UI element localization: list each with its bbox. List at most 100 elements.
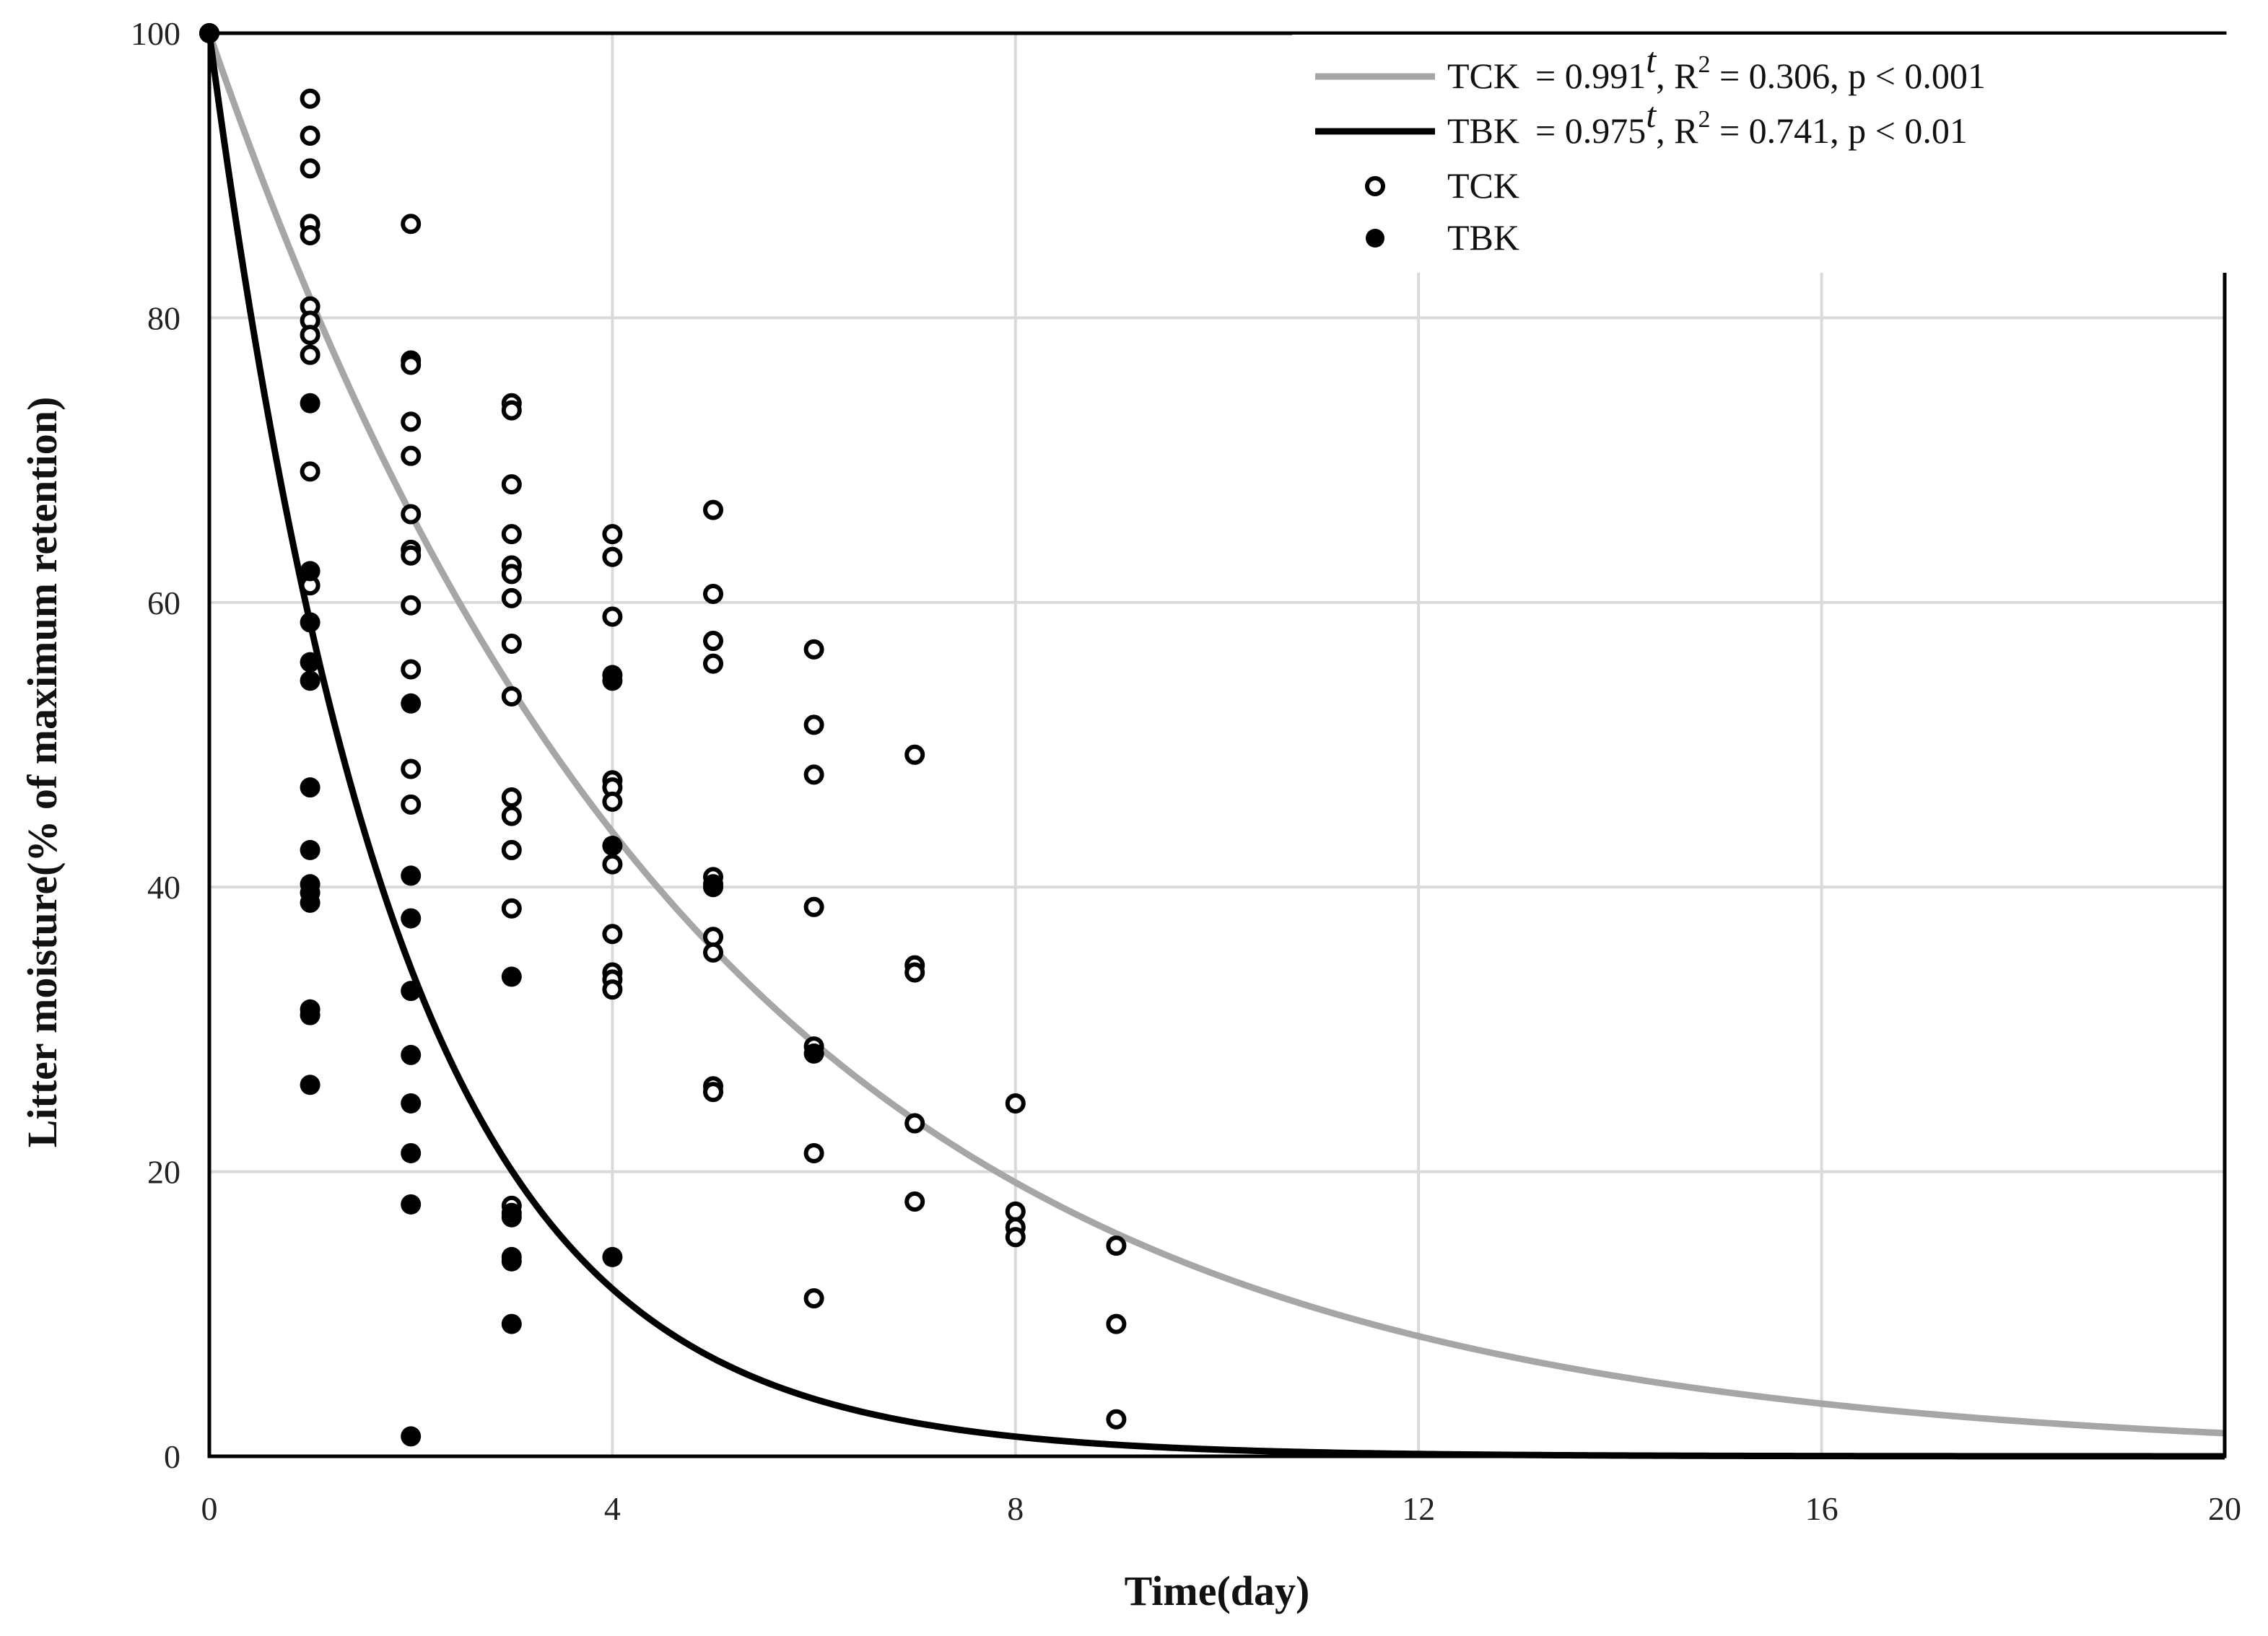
tck-point — [501, 805, 522, 826]
y-tick-label: 20 — [147, 1154, 180, 1191]
tick-labels: 0 4 8 12 16 20 0 20 40 60 80 100 — [131, 15, 2241, 1527]
tck-point — [300, 125, 320, 146]
tck-point — [1106, 1235, 1127, 1256]
tbk-point — [300, 892, 320, 913]
tck-point — [904, 1113, 925, 1134]
tck-point — [300, 461, 320, 482]
legend-background — [1292, 35, 2230, 273]
tck-point — [602, 546, 623, 567]
tbk-point — [401, 1093, 422, 1114]
tck-point — [401, 794, 422, 815]
tck-point — [401, 354, 422, 375]
tck-point — [602, 979, 623, 1000]
tbk-point — [401, 1044, 422, 1065]
tck-point — [501, 633, 522, 654]
tbk-point — [300, 1075, 320, 1095]
tbk-point — [300, 652, 320, 673]
tbk-point — [300, 1005, 320, 1025]
tck-point — [703, 631, 723, 652]
tbk-point — [300, 839, 320, 860]
tck-point — [904, 962, 925, 983]
legend-tbk-fit-label: TBK = 0.975t, R2 = 0.741, p < 0.01 — [1447, 95, 1968, 151]
tck-point — [703, 942, 723, 963]
x-tick-label: 16 — [1805, 1490, 1839, 1527]
y-tick-label: 80 — [147, 299, 180, 336]
tck-point — [501, 587, 522, 608]
tbk-point — [803, 1043, 824, 1064]
tck-point — [703, 499, 723, 520]
tck-point — [501, 400, 522, 421]
tck-point — [803, 1288, 824, 1309]
x-tick-label: 20 — [2208, 1490, 2241, 1527]
x-tick-label: 12 — [1402, 1490, 1435, 1527]
tck-point — [401, 659, 422, 680]
tck-point — [803, 714, 824, 735]
y-tick-label: 60 — [147, 585, 180, 621]
tbk-point — [300, 612, 320, 633]
tck-point — [602, 854, 623, 875]
tck-point — [401, 504, 422, 525]
tck-point — [703, 583, 723, 604]
tck-point — [401, 595, 422, 616]
tck-point — [300, 325, 320, 346]
x-axis-title: Time(day) — [1125, 1567, 1310, 1614]
legend-tbk-marker — [1366, 229, 1384, 248]
legend: TCK = 0.991t, R2 = 0.306, p < 0.001 TBK = … — [1292, 35, 2230, 273]
tck-point — [904, 744, 925, 765]
tck-point — [300, 225, 320, 246]
tck-point — [904, 1191, 925, 1212]
y-axis-title: Litter moisture(% of maximum retention) — [19, 397, 66, 1148]
tbk-point — [501, 1251, 522, 1272]
tbk-point — [401, 1142, 422, 1163]
tck-point — [501, 839, 522, 860]
tck-point — [803, 896, 824, 917]
tbk-point — [602, 1246, 623, 1267]
tck-point — [401, 545, 422, 566]
tck-point — [602, 791, 623, 812]
tck-point — [501, 524, 522, 545]
y-tick-label: 0 — [164, 1438, 180, 1475]
tck-point — [1106, 1313, 1127, 1334]
plot-frame — [207, 31, 2227, 1458]
tbk-point — [602, 836, 623, 857]
tck-fit-curve — [206, 32, 2225, 1437]
tbk-point — [501, 1313, 522, 1334]
tck-point — [703, 653, 723, 674]
legend-tck-fit-label: TCK = 0.991t, R2 = 0.306, p < 0.001 — [1447, 40, 1986, 96]
tbk-point — [501, 1202, 522, 1223]
tbk-point — [401, 1194, 422, 1215]
tck-point — [501, 787, 522, 808]
tck-point — [1106, 1409, 1127, 1430]
tbk-point — [401, 981, 422, 1002]
tbk-point — [401, 865, 422, 886]
tbk-point — [300, 393, 320, 414]
tck-point — [401, 411, 422, 432]
tbk-point — [401, 693, 422, 714]
tck-point — [602, 606, 623, 627]
tck-point — [602, 524, 623, 545]
tck-point — [1005, 1227, 1026, 1248]
x-tick-label: 4 — [604, 1490, 621, 1527]
y-tick-label: 100 — [131, 15, 180, 52]
legend-tbk-label: TBK — [1447, 217, 1519, 258]
tbk-point — [401, 908, 422, 929]
x-tick-label: 8 — [1007, 1490, 1024, 1527]
tbk-point — [501, 966, 522, 987]
tck-point — [300, 88, 320, 109]
tck-point — [602, 924, 623, 945]
legend-tck-marker — [1365, 176, 1385, 196]
tbk-point — [300, 670, 320, 691]
tck-point — [803, 639, 824, 660]
tck-point — [501, 564, 522, 585]
legend-tck-label: TCK — [1447, 165, 1519, 206]
tck-point — [803, 764, 824, 785]
tck-point — [401, 214, 422, 235]
tbk-point — [300, 561, 320, 582]
tck-point — [703, 1082, 723, 1103]
data-points — [199, 23, 1127, 1447]
tck-point — [501, 474, 522, 495]
tbk-point — [703, 874, 723, 895]
tck-point — [803, 1142, 824, 1163]
y-tick-label: 40 — [147, 869, 180, 906]
